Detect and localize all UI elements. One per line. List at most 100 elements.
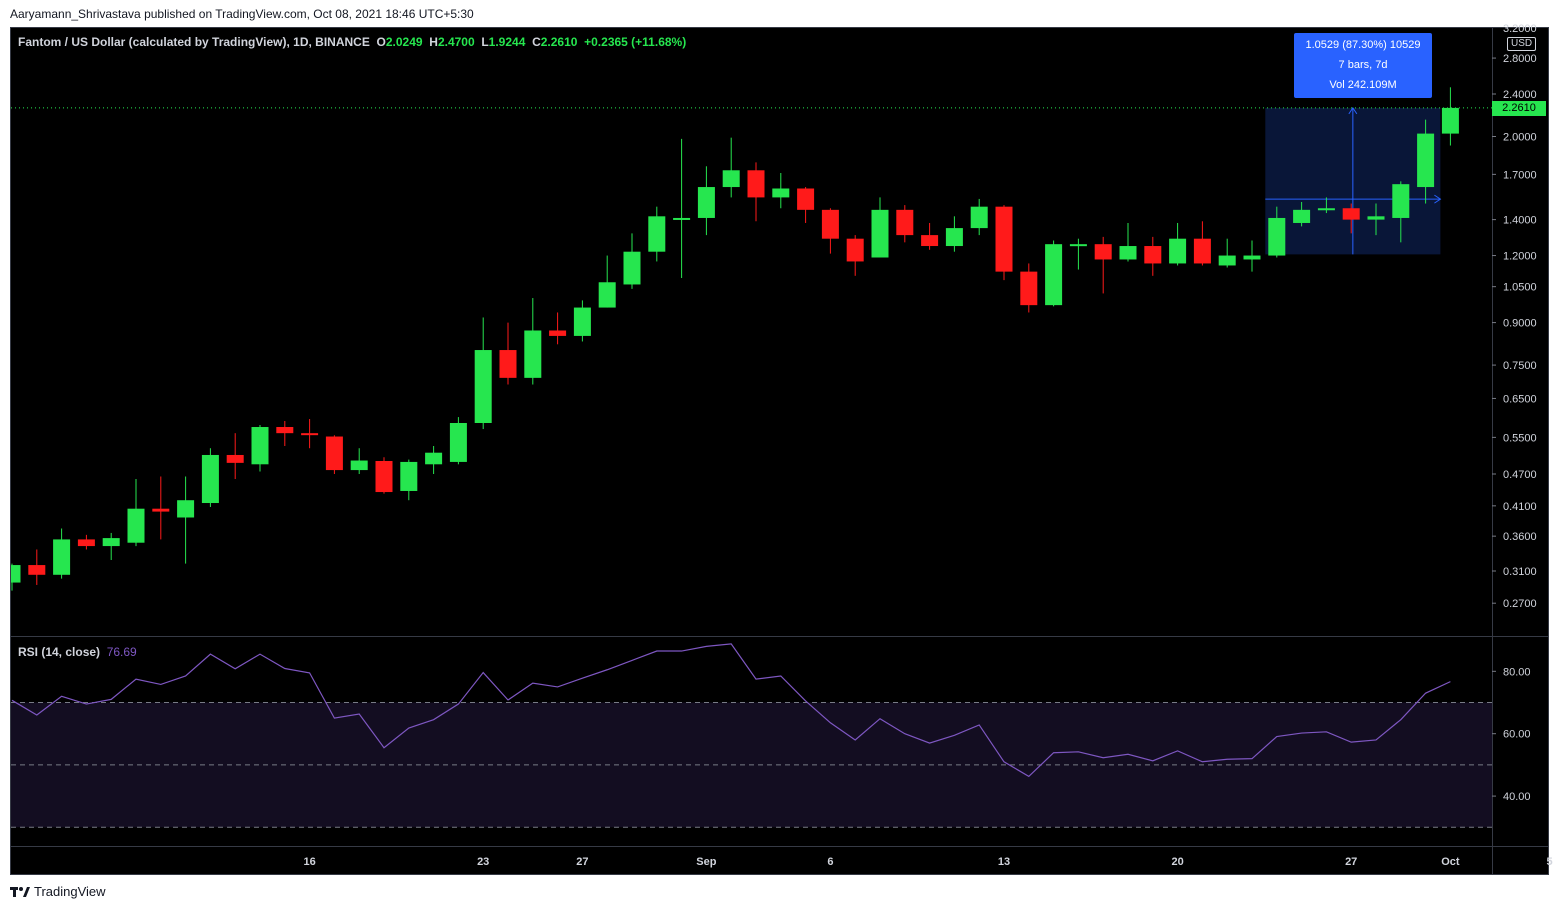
candle-body [276,427,294,434]
candle [226,433,244,480]
candle [127,479,145,547]
candle-body [772,188,790,198]
candle-body [921,235,939,247]
candle-body [1193,238,1211,264]
price-tick-label: 0.4100 [1503,501,1537,513]
candle-body [648,216,666,252]
candle-body [1243,255,1261,260]
rsi-line [11,643,1451,778]
candle-body [77,539,95,547]
candle [301,419,319,449]
candle-body [499,350,517,378]
candle-body [1094,244,1112,260]
candle [846,235,864,276]
candle [1392,181,1410,243]
candle-body [1169,238,1187,264]
candle-body [1144,246,1162,264]
candle-body [251,427,269,465]
candle [1169,222,1187,266]
price-tick-label-partial: 3.2000 [1503,23,1537,35]
candle [325,435,343,475]
footer-brand-text: TradingView [34,884,106,899]
candle-body [375,460,393,493]
symbol-title: Fantom / US Dollar (calculated by Tradin… [18,35,370,49]
time-tick-label: 20 [1171,856,1183,868]
footer-brand[interactable]: TradingView [10,884,106,899]
ohlc-open: O2.0249 [376,35,423,49]
measure-arrowhead-up [1348,107,1358,115]
candle [995,205,1013,281]
candle-body [201,454,219,504]
candle [747,162,765,222]
candle [350,448,368,475]
price-tick-label: 0.2700 [1503,598,1537,610]
candle-body [152,508,170,512]
rsi-tick-label: 80.00 [1503,666,1531,678]
candle-body [449,422,467,462]
price-tick-label: 1.2000 [1503,251,1537,263]
price-tick-label: 0.4700 [1503,469,1537,481]
candle [1317,197,1335,214]
ohlc-low: L1.9244 [481,35,526,49]
time-tick-label: 6 [827,856,833,868]
price-tick-label: 2.8000 [1503,53,1537,65]
candle-body [846,238,864,262]
candle [1144,236,1162,276]
price-tick-label: 0.3100 [1503,566,1537,578]
price-tick-label: 0.9000 [1503,318,1537,330]
candle-body [1069,244,1087,247]
candle [673,138,691,278]
candle [11,563,21,591]
price-tick-label: 1.7000 [1503,169,1537,181]
price-tick-label: 2.4000 [1503,89,1537,101]
candle-body [127,508,145,543]
candle-body [673,217,691,220]
candle-body [301,433,319,436]
candle [697,166,715,236]
currency-badge[interactable]: USD [1507,37,1537,51]
time-tick-label: Sep [696,856,716,868]
candle [1094,236,1112,294]
price-tick-label: 0.6500 [1503,393,1537,405]
rsi-legend: RSI (14, close) 76.69 [18,645,137,659]
price-tick-label: 0.3600 [1503,531,1537,543]
time-tick-label: 5 [1547,856,1553,868]
candle [623,233,641,289]
candle [772,173,790,209]
candle [524,298,542,385]
candle [1417,119,1435,204]
candle [102,532,120,560]
candle-body [1268,217,1286,256]
tradingview-logo-icon [10,886,30,897]
candle-body [350,460,368,471]
candle-body [1317,208,1335,211]
rsi-tick-label: 40.00 [1503,791,1531,803]
candle-body [1367,216,1385,220]
candle [53,528,71,579]
candle-body [177,500,195,518]
price-tick-label: 2.0000 [1503,131,1537,143]
price-tick-label: 0.5500 [1503,432,1537,444]
candle-body [1392,184,1410,218]
candle [425,446,443,475]
time-tick-label: 27 [1345,856,1357,868]
candle [1218,238,1236,268]
candle [549,312,567,345]
candle-body [1045,244,1063,306]
candle-body [1020,271,1038,306]
candle-body [945,228,963,247]
candle-body [697,187,715,218]
candle [1441,87,1459,146]
candle [201,448,219,507]
candle-body [896,209,914,236]
time-tick-label: 13 [998,856,1010,868]
candle [871,197,889,258]
candle [821,208,839,254]
published-header: Aaryamann_Shrivastava published on Tradi… [10,7,474,21]
candle [177,476,195,564]
candle-body [53,539,71,575]
candle [945,216,963,252]
price-legend: Fantom / US Dollar (calculated by Tradin… [18,35,686,49]
time-tick-label: 16 [303,856,315,868]
